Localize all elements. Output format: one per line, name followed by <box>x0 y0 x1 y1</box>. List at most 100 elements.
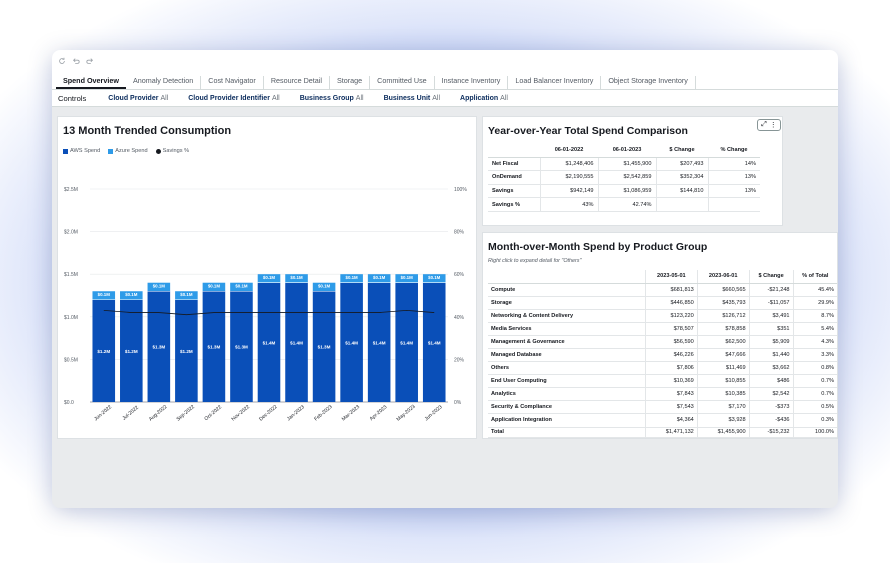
table-row[interactable]: Application Integration $4,364 $3,928 -$436… <box>488 413 837 428</box>
undo-icon[interactable] <box>72 57 80 65</box>
table-row[interactable]: Networking & Content Delivery $123,220 $12… <box>488 309 837 323</box>
table-cell: -$21,248 <box>748 283 794 297</box>
column-header[interactable]: 06-01-2023 <box>598 144 656 158</box>
column-header[interactable] <box>488 270 646 284</box>
table-cell: $3,491 <box>748 309 794 323</box>
y-tick-label: $0.5M <box>64 357 78 363</box>
legend-item-aws[interactable]: AWS Spend <box>63 148 100 154</box>
column-header[interactable]: 2023-06-01 <box>696 270 750 284</box>
aws-data-label: $1.2M <box>125 349 138 354</box>
y2-tick-label: 40% <box>454 315 465 321</box>
azure-bar <box>202 282 226 292</box>
legend-label: AWS Spend <box>70 148 101 154</box>
table-cell: $78,858 <box>696 322 750 336</box>
column-header[interactable]: % of Total <box>792 270 837 284</box>
row-label: Networking & Content Delivery <box>488 309 646 323</box>
more-options-icon[interactable]: ⋮ <box>769 122 777 129</box>
filter-business-group[interactable]: Business Group All <box>300 95 364 102</box>
y-tick-label: $2.5M <box>64 187 78 193</box>
expand-icon[interactable]: ⤢ <box>761 121 767 128</box>
aws-bar <box>92 299 116 402</box>
tab-load-balancer-inventory[interactable]: Load Balancer Inventory <box>508 76 602 89</box>
azure-data-label: $0.1M <box>318 284 331 289</box>
table-cell: $7,806 <box>644 361 698 376</box>
trend-chart-panel: 13 Month Trended Consumption AWS Spend A… <box>57 116 477 439</box>
table-row[interactable]: Savings $942,149 $1,086,959 $144,810 13% <box>488 184 760 199</box>
aws-data-label: $1.3M <box>235 345 248 350</box>
row-label: Security & Compliance <box>488 400 646 415</box>
trend-chart[interactable]: $0.0 $0.5M $1.0M $1.5M $2.0M $2.5M 0% 20% 40% 60%… <box>58 159 476 439</box>
azure-bar <box>230 282 253 292</box>
column-header[interactable]: % Change <box>708 144 760 158</box>
filter-value: All <box>355 94 364 102</box>
azure-data-label: $0.1M <box>98 292 111 297</box>
filter-cloud-provider-identifier[interactable]: Cloud Provider Identifier All <box>188 95 279 102</box>
tab-committed-use[interactable]: Committed Use <box>370 76 435 89</box>
aws-data-label: $1.4M <box>428 340 441 345</box>
row-label: Savings % <box>488 197 540 212</box>
tab-storage[interactable]: Storage <box>330 76 371 89</box>
legend-swatch <box>108 148 114 154</box>
x-tick-label: Jun-2023 <box>424 404 444 422</box>
filter-application[interactable]: Application All <box>460 95 508 102</box>
chart-title: 13 Month Trended Consumption <box>63 125 232 137</box>
table-row[interactable]: Analytics $7,843 $10,385 $2,542 0.7% <box>488 387 837 402</box>
azure-data-label: $0.1M <box>235 284 248 289</box>
x-tick-label: Sep-2022 <box>176 404 197 423</box>
table-cell: $942,149 <box>539 184 598 199</box>
column-header[interactable]: 2023-05-01 <box>644 270 698 284</box>
column-header[interactable]: 06-01-2022 <box>540 144 598 158</box>
y-tick-label: $1.0M <box>64 315 78 321</box>
azure-bar <box>422 274 446 283</box>
total-cell: -$15,232 <box>748 426 794 438</box>
refresh-icon[interactable] <box>58 57 66 65</box>
column-header[interactable]: $ Change <box>656 144 708 158</box>
table-row[interactable]: Others $7,806 $11,469 $3,662 0.8% <box>488 361 837 376</box>
table-cell: 13% <box>707 184 760 199</box>
table-row[interactable]: End User Computing $10,369 $10,855 $486 0.7% <box>488 374 837 389</box>
panel-actions[interactable]: ⤢ ⋮ <box>757 119 781 131</box>
legend-item-savings[interactable]: Savings % <box>155 148 189 154</box>
table-cell: 0.7% <box>792 387 837 402</box>
x-tick-label: Mar-2023 <box>341 404 361 422</box>
table-row[interactable]: Net Fiscal $1,248,406 $1,455,900 $207,493 14… <box>488 157 760 172</box>
aws-data-label: $1.4M <box>373 340 386 345</box>
azure-bar <box>312 282 336 292</box>
tab-spend-overview[interactable]: Spend Overview <box>56 76 126 89</box>
tab-anomaly-detection[interactable]: Anomaly Detection <box>126 76 202 89</box>
table-row[interactable]: Storage $446,850 $435,793 -$11,057 29.9% <box>488 296 837 310</box>
tab-cost-navigator[interactable]: Cost Navigator <box>201 76 264 89</box>
filter-value: All <box>160 94 169 102</box>
aws-data-label: $1.4M <box>400 340 413 345</box>
table-row[interactable]: Security & Compliance $7,543 $7,170 -$373 0.… <box>488 400 837 415</box>
table-row[interactable]: Compute $681,813 $660,565 -$21,248 45.4% <box>488 283 837 297</box>
table-cell: $207,493 <box>655 157 708 172</box>
aws-bar <box>202 291 226 402</box>
filter-cloud-provider[interactable]: Cloud Provider All <box>108 95 168 102</box>
table-cell: 4.3% <box>792 335 837 349</box>
tab-object-storage-inventory[interactable]: Object Storage Inventory <box>601 76 696 89</box>
table-cell: $7,843 <box>644 387 698 402</box>
tab-instance-inventory[interactable]: Instance Inventory <box>435 76 509 89</box>
table-cell: $7,543 <box>644 400 698 415</box>
table-row[interactable]: OnDemand $2,190,555 $2,542,859 $352,304 13% <box>488 170 760 185</box>
table-row[interactable]: Savings % 43% 42.74% <box>488 197 760 212</box>
tab-resource-detail[interactable]: Resource Detail <box>264 76 330 89</box>
table-row[interactable]: Managed Database $46,226 $47,666 $1,440 3.3% <box>488 348 837 363</box>
y-tick-label: $0.0 <box>64 400 74 406</box>
column-header[interactable] <box>488 144 540 158</box>
azure-bar <box>175 291 198 300</box>
controls-title[interactable]: Controls <box>58 93 87 103</box>
table-cell: $3,928 <box>696 413 750 428</box>
table-cell: $3,662 <box>748 361 794 376</box>
table-cell: $123,220 <box>644 309 698 323</box>
table-row[interactable]: Management & Governance $56,590 $62,500 $5,… <box>488 335 837 349</box>
total-row: Total $1,471,132 $1,455,900 -$15,232 100.0% <box>488 426 837 438</box>
legend-item-azure[interactable]: Azure Spend <box>108 148 148 154</box>
table-row[interactable]: Media Services $78,507 $78,858 $351 5.4% <box>488 322 837 336</box>
filter-business-unit[interactable]: Business Unit All <box>384 95 440 102</box>
column-header[interactable]: $ Change <box>748 270 794 284</box>
redo-icon[interactable] <box>86 57 94 65</box>
table-cell: $2,190,555 <box>539 170 598 185</box>
x-tick-label: Jul-2022 <box>121 405 140 422</box>
